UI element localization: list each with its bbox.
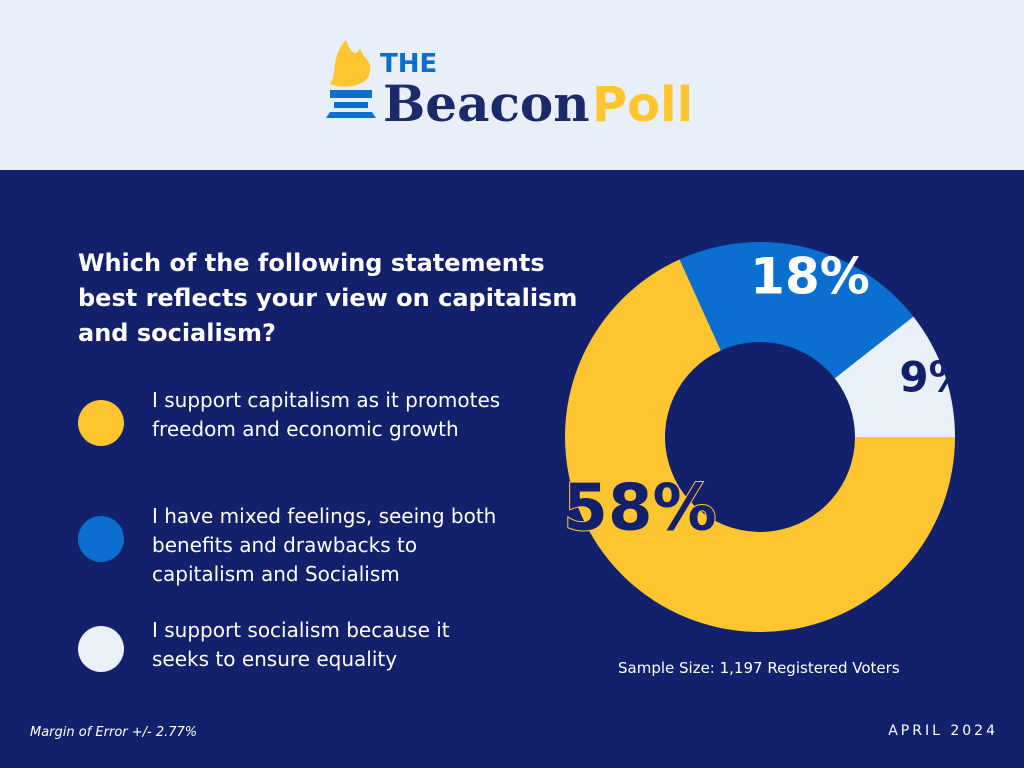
logo-poll: Poll	[592, 77, 693, 133]
logo-beacon: Beacon	[383, 74, 590, 133]
sample-size: Sample Size: 1,197 Registered Voters	[618, 659, 900, 677]
donut-chart: 58% 18% 9%	[562, 242, 971, 632]
panel: Which of the following statements best r…	[0, 170, 1024, 768]
torch-bar	[334, 102, 368, 108]
donut-slice	[565, 259, 955, 632]
torch-flame	[330, 40, 371, 87]
torch-base	[326, 112, 376, 118]
date: APRIL 2024	[888, 723, 998, 739]
logo: THE Beacon Poll	[326, 40, 693, 133]
legend-label: I support capitalism as it promotes free…	[152, 388, 501, 441]
legend-swatch	[78, 400, 124, 446]
logo-the: THE	[380, 49, 437, 79]
legend-swatch	[78, 626, 124, 672]
legend-swatch	[78, 516, 124, 562]
torch-bar	[330, 90, 372, 98]
margin-of-error: Margin of Error +/- 2.77%	[30, 725, 198, 740]
value-label: 18%	[750, 248, 870, 306]
donut-slice	[679, 242, 914, 379]
legend-label: I have mixed feelings, seeing both benef…	[152, 504, 497, 586]
value-label: 58%	[563, 472, 716, 546]
header: THE Beacon Poll	[0, 0, 1024, 170]
value-label: 9%	[899, 353, 970, 402]
donut-slice	[834, 316, 955, 437]
legend-label: I support socialism because it seeks to …	[152, 618, 450, 671]
question: Which of the following statements best r…	[78, 249, 578, 347]
